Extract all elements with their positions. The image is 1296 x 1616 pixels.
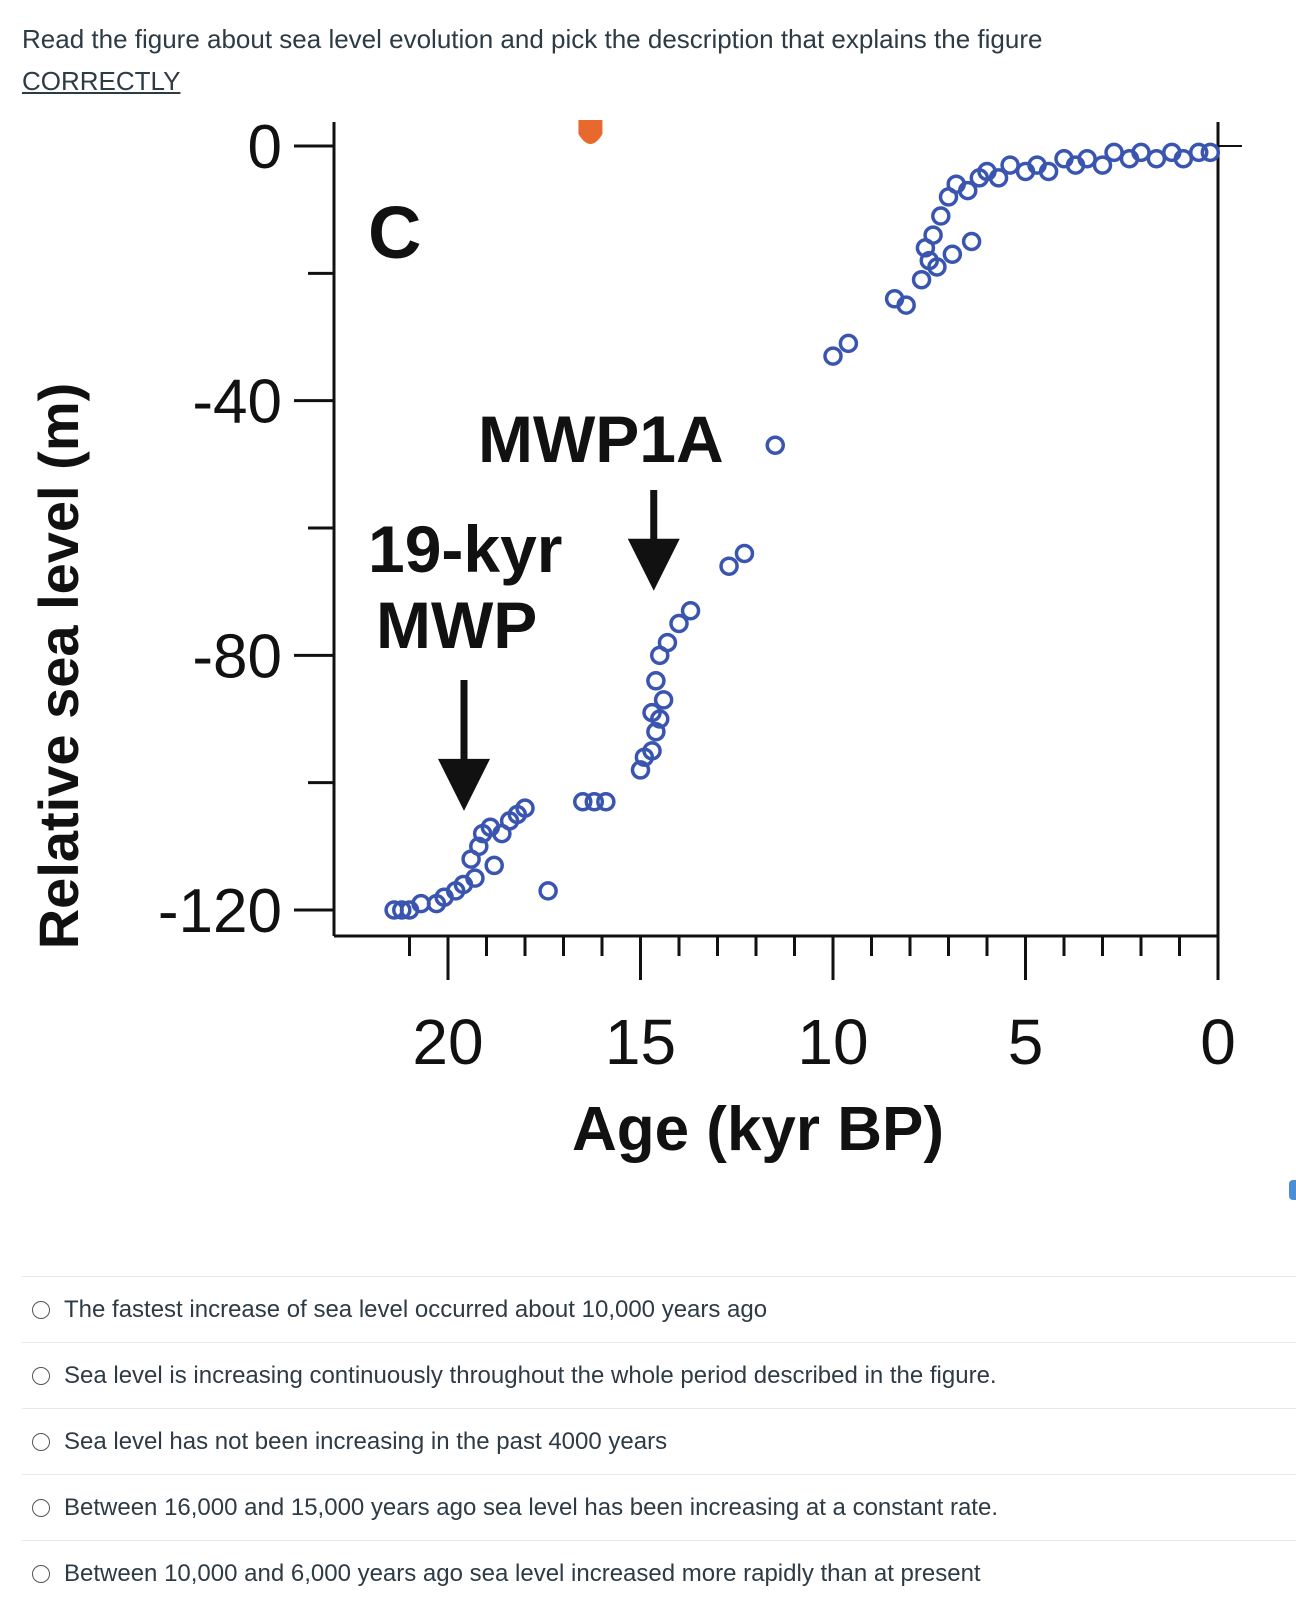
data-point [961,231,982,252]
radio-button[interactable] [32,1564,50,1583]
question-emphasis: CORRECTLY [22,66,181,96]
answer-label: The fastest increase of sea level occurr… [64,1295,768,1323]
radio-button[interactable] [32,1498,50,1517]
answer-option-1[interactable]: The fastest increase of sea level occurr… [22,1276,1296,1342]
data-point [465,868,485,888]
data-point [1077,148,1097,169]
data-point [911,269,932,290]
data-point [669,613,689,634]
data-point [469,836,489,857]
data-point [484,855,504,876]
arrow-head [627,538,680,591]
x-tick-label: 0 [1200,1006,1236,1078]
data-point [538,881,558,901]
answer-label: Sea level has not been increasing in the… [64,1427,668,1455]
data-point [573,792,593,812]
y-axis-label: Relative sea level (m) [27,383,90,950]
data-point [942,244,963,264]
data-point [931,206,951,226]
question-prompt: Read the figure about sea level evolutio… [22,24,1043,54]
orange-marker [578,120,603,144]
data-point [1146,148,1167,169]
answer-option-5[interactable]: Between 10,000 and 6,000 years ago sea l… [22,1540,1296,1606]
data-point [584,792,605,812]
radio-button[interactable] [32,1366,50,1385]
data-point [642,741,662,761]
question-text: Read the figure about sea level evolutio… [22,18,1262,102]
data-point [988,168,1009,188]
annotation-mwp1a: MWP1A [478,402,724,476]
data-point [896,295,916,315]
arrow-mwp1a [627,490,680,591]
y-tick-label: 0 [248,113,282,182]
x-tick-label: 10 [797,1006,868,1078]
answer-list: The fastest increase of sea level occurr… [22,1276,1296,1606]
data-point [392,900,412,920]
answer-label: Sea level is increasing continuously thr… [64,1361,997,1389]
data-point [515,798,535,818]
data-point [596,792,616,812]
scroll-indicator [1289,1180,1296,1200]
data-points [384,142,1221,920]
data-point [1104,142,1124,163]
x-tick-label: 20 [412,1006,483,1078]
data-point [838,333,859,354]
answer-option-3[interactable]: Sea level has not been increasing in the… [22,1408,1296,1474]
data-point [927,257,947,277]
radio-button[interactable] [32,1432,50,1451]
answer-label: Between 16,000 and 15,000 years ago sea … [64,1493,998,1521]
data-point [1189,142,1209,163]
x-axis-label: Age (kyr BP) [572,1095,944,1164]
y-tick-label: -80 [192,622,282,691]
data-point [657,632,678,653]
data-point [823,346,843,366]
data-point [630,760,651,780]
y-axis-ticks: 0 -40 -80 -120 [158,113,334,946]
y-tick-label: -120 [158,877,282,946]
x-tick-label: 15 [605,1006,676,1078]
answer-option-2[interactable]: Sea level is increasing continuously thr… [22,1342,1296,1408]
data-point [680,601,701,621]
data-point [642,702,662,723]
panel-label: C [368,191,421,274]
data-point [653,690,674,710]
answer-option-4[interactable]: Between 16,000 and 15,000 years ago sea … [22,1474,1296,1540]
data-point [1173,148,1194,169]
data-point [915,238,936,258]
data-point [719,556,739,576]
answer-label: Between 10,000 and 6,000 years ago sea l… [64,1559,981,1587]
data-point [1092,155,1113,175]
annotation-19kyr-mwp: 19-kyr MWP [368,512,563,662]
data-point [646,671,666,691]
sea-level-chart: 0 -40 -80 -120 20 15 10 5 0 19-kyr MWP MWP1A C Ag… [27,113,1242,1164]
y-tick-label: -40 [192,368,282,437]
data-point [765,435,785,455]
data-point [1131,142,1151,163]
x-axis-ticks: 20 15 10 5 0 [408,936,1236,1078]
data-point [646,721,666,742]
data-point [734,543,755,564]
arrow-head [438,758,490,811]
data-point [958,180,978,201]
arrow-19kyr-mwp [438,680,490,811]
data-point [1200,142,1221,163]
radio-button[interactable] [32,1300,50,1319]
chart-annotations: 19-kyr MWP MWP1A [368,120,724,811]
data-point [1000,155,1020,175]
data-point [1038,161,1059,182]
x-tick-label: 5 [1008,1006,1044,1078]
